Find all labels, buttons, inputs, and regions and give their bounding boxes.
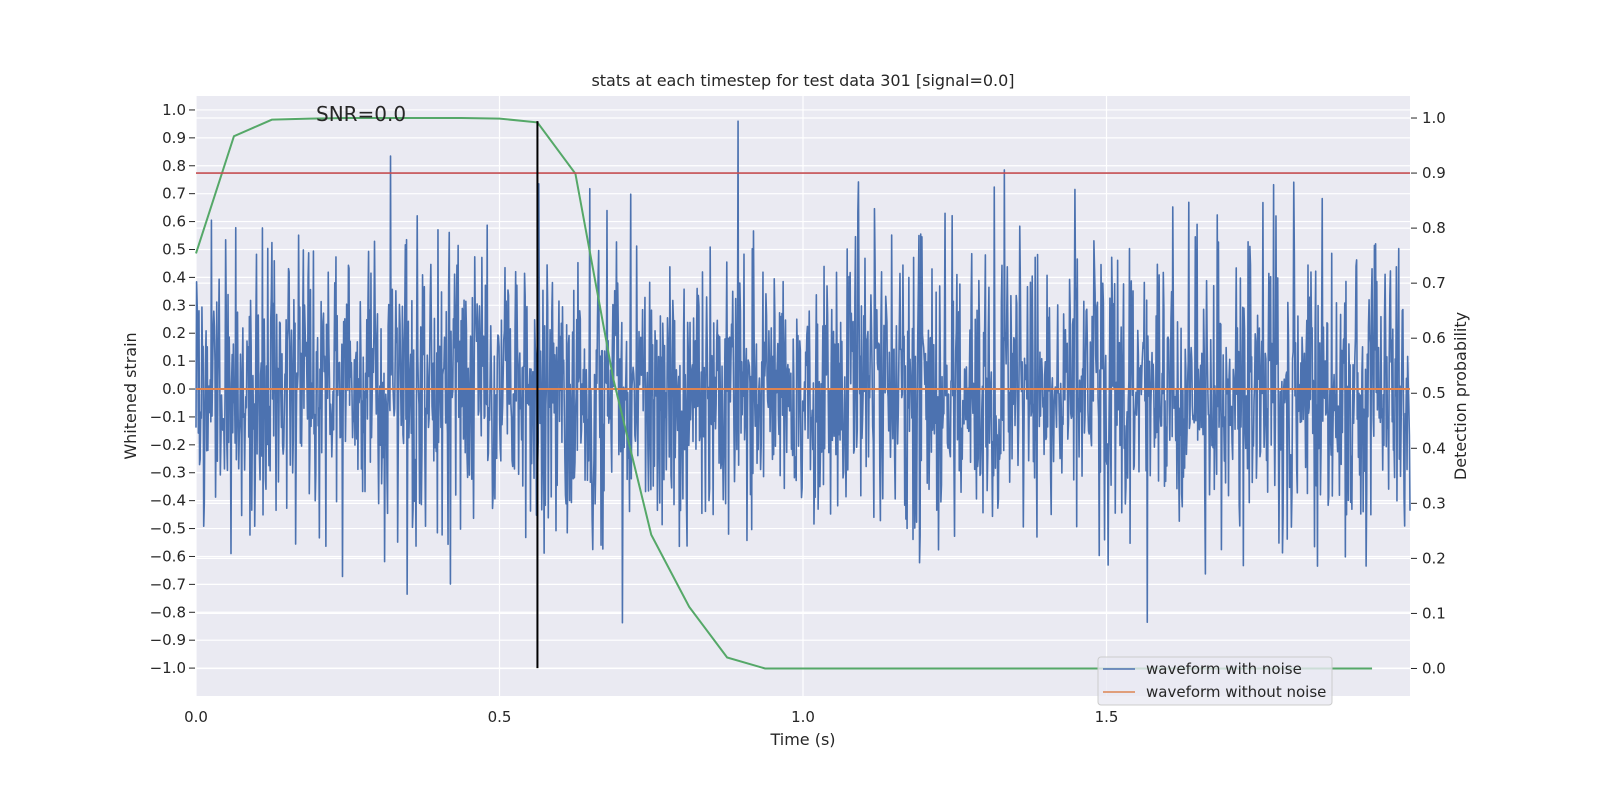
y-tick-label-19: 0.9 [162,129,186,147]
y2-tick-label-1: 0.1 [1422,604,1446,622]
y-tick-label-16: 0.6 [162,213,186,231]
y2-tick-label-2: 0.2 [1422,549,1446,567]
y2-tick-label-3: 0.3 [1422,494,1446,512]
y-tick-label-18: 0.8 [162,157,186,175]
y2-axis-label: Detection probability [1451,312,1470,480]
y-tick-label-13: 0.3 [162,296,186,314]
y-tick-label-0: −1.0 [150,659,186,677]
y-tick-label-6: −0.4 [150,492,186,510]
legend: waveform with noise waveform without noi… [1097,656,1333,706]
x-tick-label-0: 0.0 [184,708,208,726]
y-tick-label-20: 1.0 [162,101,186,119]
y2-tick-label-9: 0.9 [1422,164,1446,182]
snr-annotation: SNR=0.0 [316,102,406,126]
y-tick-label-14: 0.4 [162,268,186,286]
axis-ticks: 0.0 0.5 1.0 1.5 −1.0 −0.9 −0.8 −0.7 −0.6 −0.5 −0.4… [150,101,1446,726]
y-tick-label-3: −0.7 [150,575,186,593]
y-tick-label-10: 0.0 [162,380,186,398]
y2-tick-label-4: 0.4 [1422,439,1446,457]
y-axis-label: Whitened strain [121,332,140,459]
x-tick-label-3: 1.5 [1095,708,1119,726]
y2-tick-label-10: 1.0 [1422,109,1446,127]
y-tick-label-5: −0.5 [150,520,186,538]
legend-label-waveform-without-noise: waveform without noise [1146,683,1326,701]
y-tick-label-15: 0.5 [162,240,186,258]
chart-title: stats at each timestep for test data 301… [591,71,1014,90]
y2-tick-label-8: 0.8 [1422,219,1446,237]
legend-label-waveform-with-noise: waveform with noise [1146,660,1302,678]
y-tick-label-11: 0.1 [162,352,186,370]
series-line-waveform-with-noise [195,120,1411,624]
y-tick-label-7: −0.3 [150,464,186,482]
x-tick-label-1: 0.5 [488,708,512,726]
x-axis-label: Time (s) [769,730,835,749]
y-tick-label-9: −0.1 [150,408,186,426]
y-tick-label-12: 0.2 [162,324,186,342]
y-tick-label-17: 0.7 [162,185,186,203]
y-tick-label-2: −0.8 [150,603,186,621]
y-tick-label-8: −0.2 [150,436,186,454]
y2-tick-label-6: 0.6 [1422,329,1446,347]
x-tick-label-2: 1.0 [791,708,815,726]
y2-tick-label-0: 0.0 [1422,659,1446,677]
legend-box [1097,656,1333,706]
y2-tick-label-7: 0.7 [1422,274,1446,292]
y-tick-label-4: −0.6 [150,547,186,565]
y-tick-label-1: −0.9 [150,631,186,649]
y2-tick-label-5: 0.5 [1422,384,1446,402]
